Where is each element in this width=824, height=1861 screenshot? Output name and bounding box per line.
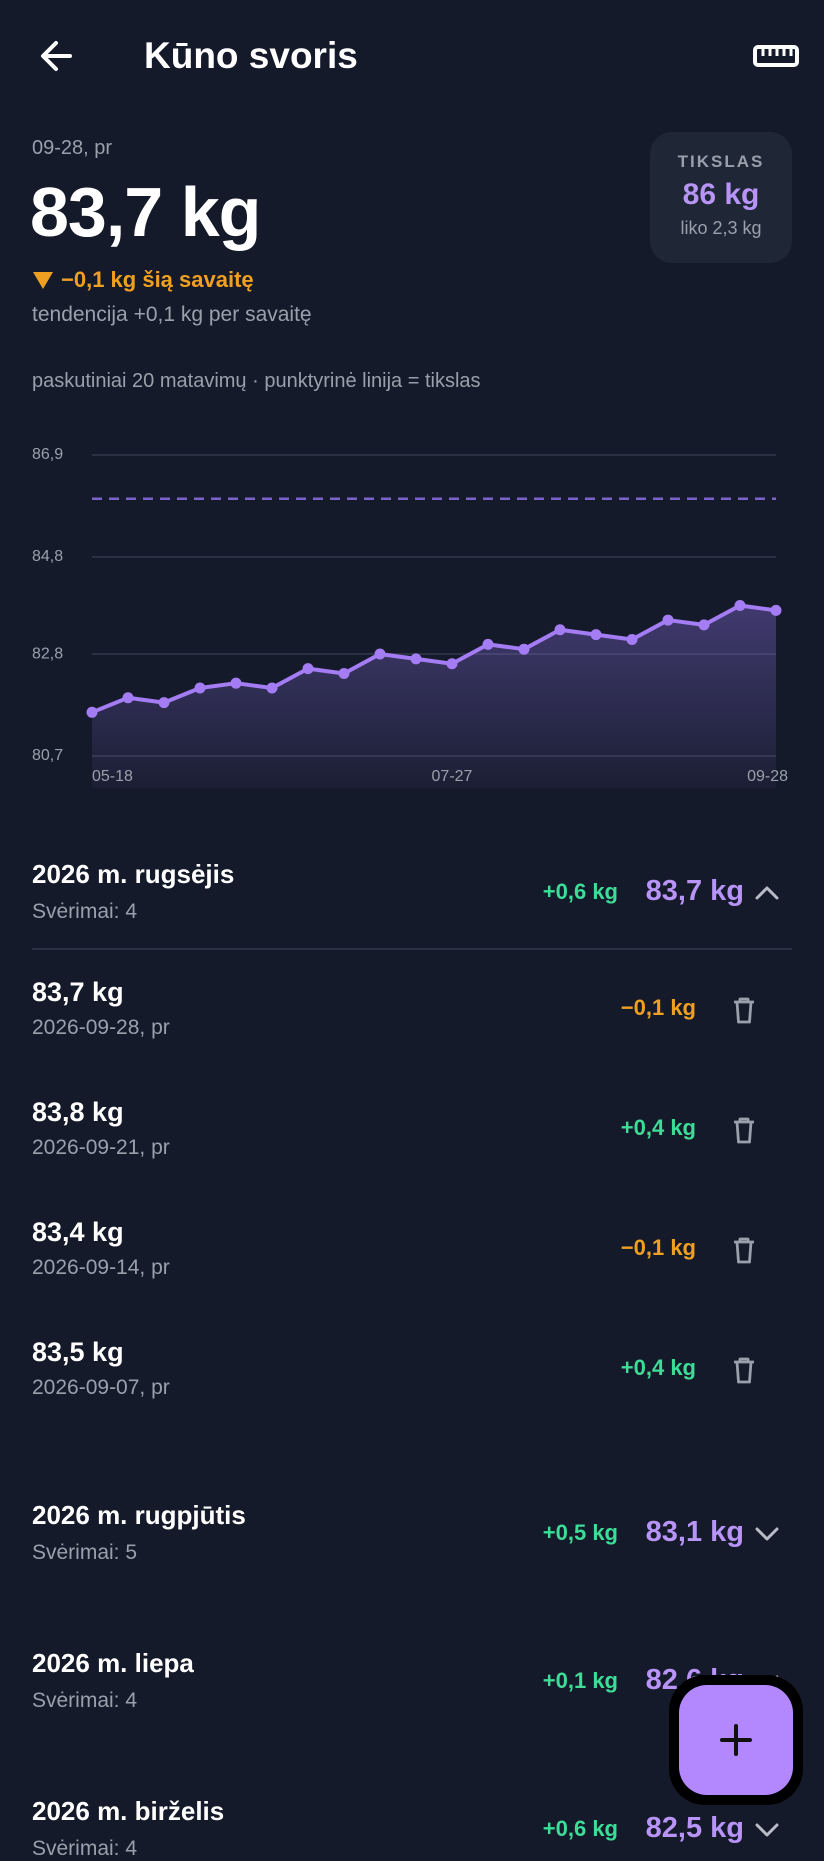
y-tick-label: 80,7 bbox=[32, 747, 63, 764]
delete-button[interactable] bbox=[728, 994, 760, 1026]
month-count: Svėrimai: 4 bbox=[32, 900, 138, 923]
month-change: +0,5 kg bbox=[542, 1520, 618, 1545]
entry-date: 2026-09-07, pr bbox=[32, 1376, 170, 1399]
month-count: Svėrimai: 4 bbox=[32, 1837, 138, 1860]
expand-toggle[interactable] bbox=[751, 877, 783, 909]
delete-button[interactable] bbox=[728, 1354, 760, 1386]
chart-caption: paskutiniai 20 matavimų · punktyrinė lin… bbox=[32, 370, 481, 392]
weight-line bbox=[91, 603, 777, 715]
x-tick-label: 07-27 bbox=[432, 768, 473, 785]
month-title[interactable]: 2026 m. rugsėjis bbox=[32, 859, 235, 889]
weight-point bbox=[122, 692, 134, 704]
entry-date: 2026-09-21, pr bbox=[32, 1136, 170, 1159]
current-date: 09-28, pr bbox=[32, 137, 113, 159]
weight-point bbox=[518, 643, 530, 655]
weight-point bbox=[338, 667, 350, 679]
weekly-change: −0,1 kg šią savaitę bbox=[61, 267, 254, 292]
entry-change: +0,4 kg bbox=[620, 1115, 696, 1140]
goal-label: TIKSLAS bbox=[677, 152, 765, 171]
month-title[interactable]: 2026 m. liepa bbox=[32, 1648, 194, 1678]
weight-point bbox=[266, 682, 278, 694]
month-count: Svėrimai: 4 bbox=[32, 1689, 138, 1712]
weight-point bbox=[590, 629, 602, 641]
entry-weight: 83,5 kg bbox=[32, 1337, 124, 1367]
month-weight: 83,7 kg bbox=[645, 875, 744, 907]
expand-toggle[interactable] bbox=[751, 1518, 783, 1550]
delete-button[interactable] bbox=[728, 1114, 760, 1146]
y-tick-label: 82,8 bbox=[32, 645, 63, 662]
weight-point bbox=[554, 624, 566, 636]
add-button-face[interactable] bbox=[679, 1685, 793, 1795]
entry-change: −0,1 kg bbox=[620, 1235, 696, 1260]
entry-weight: 83,4 kg bbox=[32, 1217, 124, 1247]
goal-value: 86 kg bbox=[682, 178, 760, 211]
month-title[interactable]: 2026 m. rugpjūtis bbox=[32, 1500, 246, 1530]
entry-weight: 83,7 kg bbox=[32, 977, 124, 1007]
month-weight: 83,1 kg bbox=[645, 1516, 744, 1548]
trend-area bbox=[92, 605, 776, 788]
y-tick-label: 86,9 bbox=[32, 446, 63, 463]
month-change: +0,6 kg bbox=[542, 1816, 618, 1841]
weight-point bbox=[158, 697, 170, 709]
goal-remaining: liko 2,3 kg bbox=[680, 218, 762, 238]
weight-point bbox=[446, 658, 458, 670]
expand-toggle[interactable] bbox=[751, 1814, 783, 1846]
delete-button[interactable] bbox=[728, 1234, 760, 1266]
month-change: +0,6 kg bbox=[542, 879, 618, 904]
divider bbox=[32, 948, 792, 950]
weight-point bbox=[734, 600, 746, 611]
weight-point bbox=[770, 604, 782, 616]
entry-weight: 83,8 kg bbox=[32, 1097, 124, 1127]
goal-card: TIKSLAS 86 kg liko 2,3 kg bbox=[650, 132, 792, 263]
weight-point bbox=[230, 677, 242, 689]
x-tick-label: 09-28 bbox=[747, 768, 788, 785]
entry-date: 2026-09-28, pr bbox=[32, 1016, 170, 1039]
plus-icon bbox=[720, 1724, 752, 1756]
weight-chart: 80,7 82,8 84,8 86,9 05-18 07-27 09-28 bbox=[32, 446, 788, 788]
weight-point bbox=[698, 619, 710, 631]
entry-change: +0,4 kg bbox=[620, 1355, 696, 1380]
trend: tendencija +0,1 kg per savaitę bbox=[32, 303, 312, 326]
month-change: +0,1 kg bbox=[542, 1668, 618, 1693]
month-title[interactable]: 2026 m. birželis bbox=[32, 1796, 225, 1826]
month-count: Svėrimai: 5 bbox=[32, 1541, 138, 1564]
entry-date: 2026-09-14, pr bbox=[32, 1256, 170, 1279]
month-weight: 82,5 kg bbox=[645, 1812, 744, 1844]
page-title: Kūno svoris bbox=[144, 35, 358, 76]
weight-point bbox=[626, 633, 638, 645]
weight-point bbox=[374, 648, 386, 660]
weight-point bbox=[302, 663, 314, 675]
weight-point bbox=[410, 653, 422, 665]
y-tick-label: 84,8 bbox=[32, 548, 63, 565]
weight-point bbox=[482, 638, 494, 650]
add-button[interactable] bbox=[669, 1675, 803, 1805]
entry-change: −0,1 kg bbox=[620, 995, 696, 1020]
units-button[interactable] bbox=[752, 42, 800, 70]
weight-point bbox=[662, 614, 674, 626]
back-button[interactable] bbox=[36, 36, 76, 76]
x-tick-label: 05-18 bbox=[92, 768, 133, 785]
current-weight: 83,7 kg bbox=[30, 173, 261, 251]
weight-point bbox=[86, 706, 98, 718]
down-icon bbox=[33, 272, 53, 289]
weight-point bbox=[194, 682, 206, 694]
